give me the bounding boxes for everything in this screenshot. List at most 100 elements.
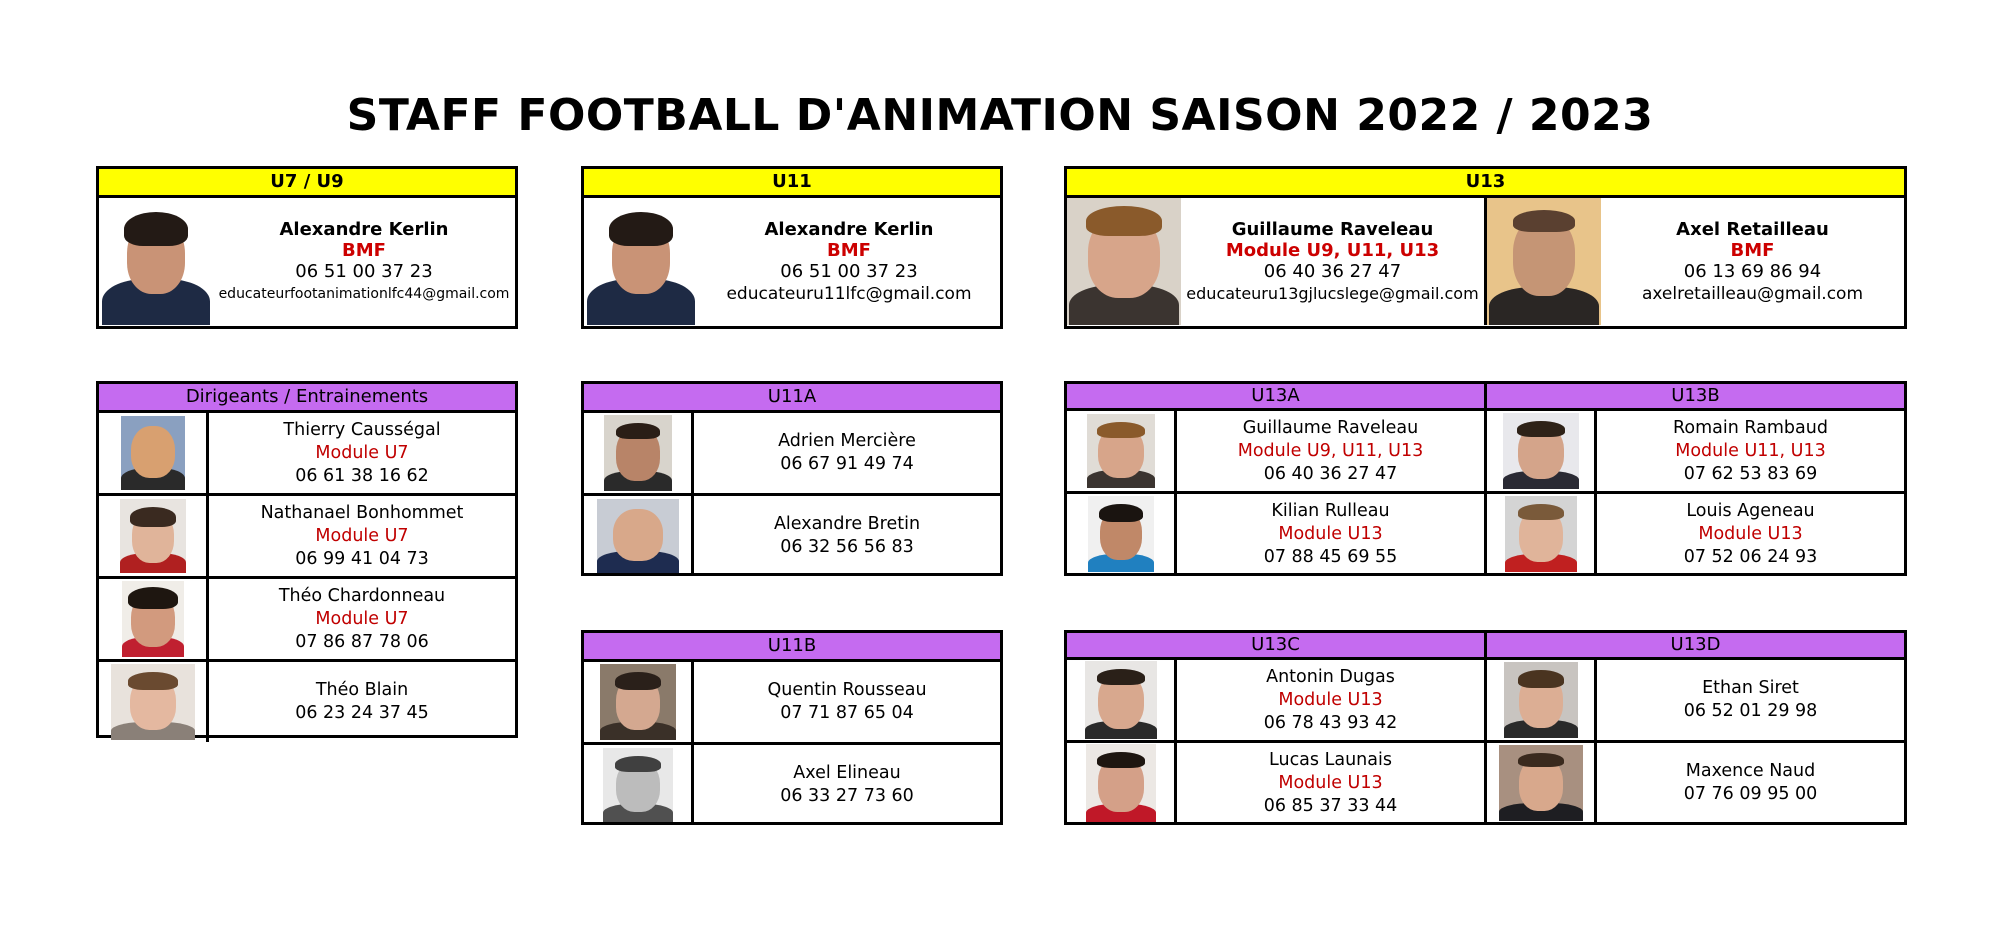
- coach-diploma: BMF: [342, 239, 386, 261]
- list-item: Quentin Rousseau 07 71 87 65 04: [584, 662, 1000, 742]
- list-item: Axel Elineau 06 33 27 73 60: [584, 742, 1000, 825]
- member-module: Module U7: [315, 608, 409, 629]
- member-phone: 06 85 37 33 44: [1263, 795, 1398, 816]
- coach-email: educateuru11lfc@gmail.com: [726, 283, 972, 304]
- member-module: Module U11, U13: [1675, 440, 1826, 461]
- list-item: Romain Rambaud Module U11, U13 07 62 53 …: [1487, 411, 1904, 491]
- u11-coach: Alexandre Kerlin BMF 06 51 00 37 23 educ…: [584, 198, 1000, 325]
- member-photo: [602, 748, 673, 822]
- member-photo: [599, 664, 676, 740]
- member-name: Thierry Causségal: [283, 419, 441, 440]
- member-name: Kilian Rulleau: [1271, 500, 1390, 521]
- member-name: Adrien Mercière: [778, 431, 916, 451]
- member-photo: [119, 499, 186, 573]
- member-name: Théo Chardonneau: [278, 585, 446, 606]
- member-photo: [596, 499, 679, 573]
- coach-name: Axel Retailleau: [1676, 218, 1829, 240]
- u13d-header: U13D: [1484, 633, 1904, 657]
- u13-coach-2: Axel Retailleau BMF 06 13 69 86 94 axelr…: [1484, 198, 1904, 325]
- u13-header: U13: [1067, 169, 1904, 198]
- member-phone: 07 76 09 95 00: [1683, 784, 1818, 804]
- member-phone: 06 99 41 04 73: [295, 548, 429, 569]
- coach-phone: 06 51 00 37 23: [295, 260, 433, 282]
- list-item: Théo Chardonneau Module U7 07 86 87 78 0…: [99, 576, 515, 659]
- coach-email: axelretailleau@gmail.com: [1641, 283, 1864, 304]
- u13-coach-1: Guillaume Raveleau Module U9, U11, U13 0…: [1067, 198, 1484, 325]
- coach-diploma: BMF: [827, 239, 871, 261]
- coach-phone: 06 40 36 27 47: [1263, 260, 1402, 282]
- member-name: Axel Elineau: [793, 763, 901, 783]
- coach-name: Alexandre Kerlin: [279, 218, 449, 240]
- list-item: Alexandre Bretin 06 32 56 56 83: [584, 493, 1000, 576]
- member-phone: 06 33 27 73 60: [780, 786, 914, 806]
- member-name: Maxence Naud: [1685, 761, 1816, 781]
- list-item: Nathanael Bonhommet Module U7 06 99 41 0…: [99, 493, 515, 576]
- member-phone: 06 52 01 29 98: [1683, 701, 1818, 721]
- member-module: Module U13: [1278, 772, 1383, 793]
- member-module: Module U13: [1278, 689, 1383, 710]
- member-module: Module U13: [1698, 523, 1803, 544]
- member-phone: 06 23 24 37 45: [295, 703, 429, 723]
- member-photo: [1502, 413, 1579, 489]
- u7u9-card: U7 / U9 Alexandre Kerlin BMF 06 51 00 37…: [96, 166, 518, 329]
- member-name: Lucas Launais: [1269, 749, 1392, 770]
- coach-email: educateuru13gjlucslege@gmail.com: [1186, 283, 1479, 303]
- u11b-header: U11B: [584, 633, 1000, 662]
- coach-photo: [1067, 198, 1181, 325]
- dirigeants-table: Dirigeants / Entrainements Thierry Causs…: [96, 381, 518, 742]
- coach-photo: [584, 198, 698, 325]
- member-name: Antonin Dugas: [1266, 666, 1395, 687]
- member-phone: 07 52 06 24 93: [1683, 546, 1818, 567]
- u13ab-table: U13A U13B Guillaume Raveleau Module U9, …: [1064, 381, 1907, 576]
- list-item: Théo Blain 06 23 24 37 45: [99, 659, 515, 742]
- u13-card: U13 Guillaume Raveleau Module U9, U11, U…: [1064, 166, 1907, 329]
- member-name: Ethan Siret: [1702, 678, 1799, 698]
- member-phone: 07 88 45 69 55: [1263, 546, 1398, 567]
- u13c-header: U13C: [1251, 634, 1300, 655]
- member-module: Module U13: [1278, 523, 1383, 544]
- member-photo: [1085, 744, 1156, 822]
- member-phone: 07 62 53 83 69: [1683, 463, 1818, 484]
- u11a-header: U11A: [584, 384, 1000, 413]
- member-photo: [1504, 496, 1577, 572]
- coach-diploma: BMF: [1730, 239, 1775, 261]
- member-phone: 07 86 87 78 06: [295, 631, 429, 652]
- member-phone: 06 61 38 16 62: [295, 465, 429, 486]
- member-phone: 06 78 43 93 42: [1263, 712, 1398, 733]
- coach-phone: 06 51 00 37 23: [780, 260, 918, 282]
- member-phone: 06 67 91 49 74: [780, 454, 914, 474]
- member-name: Romain Rambaud: [1673, 417, 1828, 438]
- list-item: Ethan Siret 06 52 01 29 98: [1487, 660, 1904, 740]
- list-item: Louis Ageneau Module U13 07 52 06 24 93: [1487, 491, 1904, 574]
- u11a-table: U11A Adrien Mercière 06 67 91 49 74 Alex…: [581, 381, 1003, 576]
- list-item: Guillaume Raveleau Module U9, U11, U13 0…: [1067, 411, 1484, 491]
- u11b-table: U11B Quentin Rousseau 07 71 87 65 04 Axe…: [581, 630, 1003, 825]
- member-photo: [121, 581, 184, 657]
- list-item: Lucas Launais Module U13 06 85 37 33 44: [1067, 740, 1484, 823]
- list-item: Maxence Naud 07 76 09 95 00: [1487, 740, 1904, 823]
- member-module: Module U7: [315, 525, 409, 546]
- member-name: Nathanael Bonhommet: [260, 502, 464, 523]
- u11-header: U11: [584, 169, 1000, 198]
- member-phone: 06 32 56 56 83: [780, 537, 914, 557]
- member-photo: [1087, 496, 1154, 572]
- member-name: Théo Blain: [315, 680, 409, 700]
- coach-phone: 06 13 69 86 94: [1683, 260, 1822, 282]
- u13a-header: U13A: [1251, 385, 1300, 406]
- list-item: Antonin Dugas Module U13 06 78 43 93 42: [1067, 660, 1484, 740]
- list-item: Adrien Mercière 06 67 91 49 74: [584, 413, 1000, 493]
- u7u9-coach: Alexandre Kerlin BMF 06 51 00 37 23 educ…: [99, 198, 515, 325]
- member-photo: [120, 416, 185, 490]
- member-module: Module U7: [315, 442, 409, 463]
- member-name: Guillaume Raveleau: [1242, 417, 1419, 438]
- coach-name: Guillaume Raveleau: [1231, 218, 1434, 240]
- list-item: Kilian Rulleau Module U13 07 88 45 69 55: [1067, 491, 1484, 574]
- coach-photo: [99, 198, 213, 325]
- u13b-header: U13B: [1484, 384, 1904, 408]
- member-photo: [110, 664, 195, 740]
- coach-diploma: Module U9, U11, U13: [1225, 239, 1440, 261]
- dirigeants-header: Dirigeants / Entrainements: [99, 384, 515, 413]
- member-name: Quentin Rousseau: [767, 680, 927, 700]
- u11-card: U11 Alexandre Kerlin BMF 06 51 00 37 23 …: [581, 166, 1003, 329]
- member-phone: 07 71 87 65 04: [780, 703, 914, 723]
